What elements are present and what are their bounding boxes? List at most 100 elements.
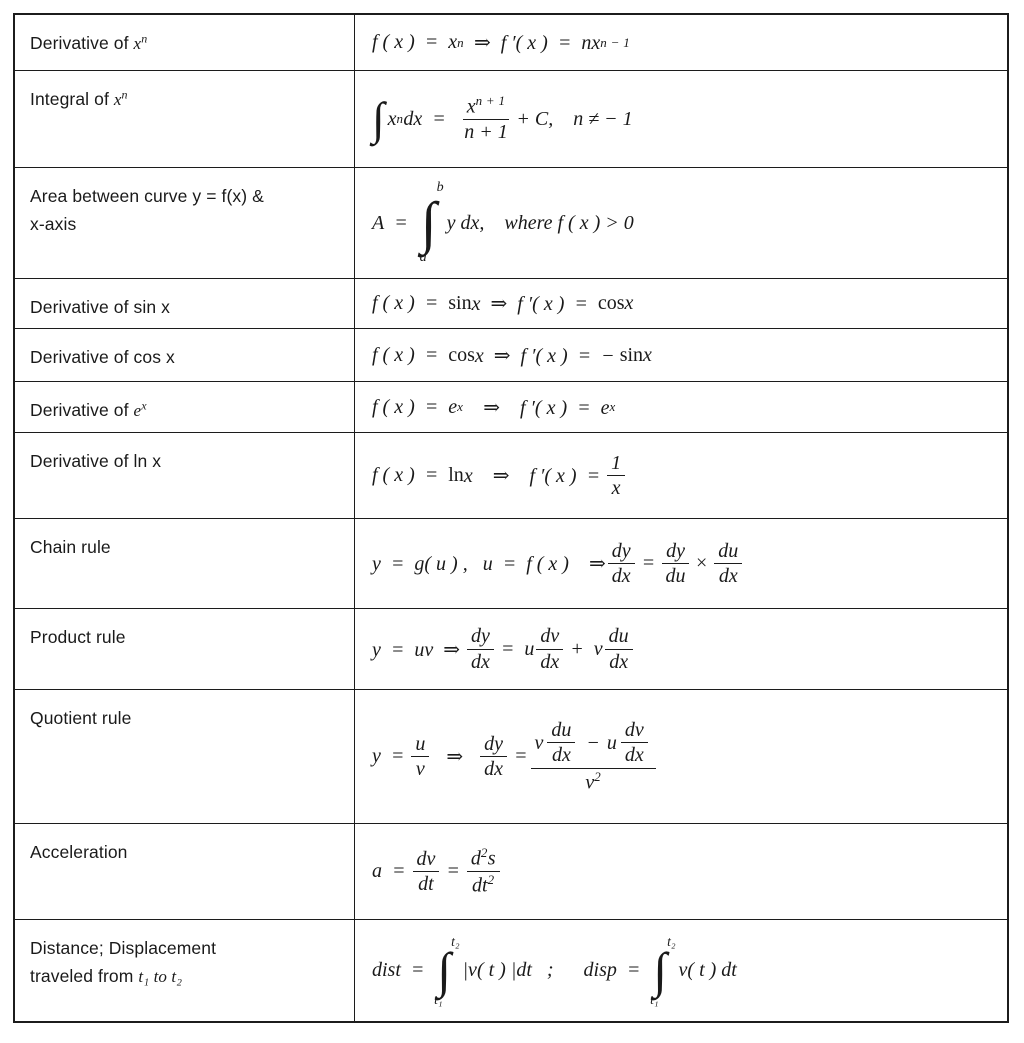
math-base: v	[585, 771, 595, 794]
label-line1: Area between curve y = f(x) &	[30, 186, 264, 206]
denominator: dt2	[472, 872, 494, 897]
label-derivative-ln: Derivative of ln x	[15, 433, 355, 519]
label-product-rule: Product rule	[15, 609, 355, 690]
math-to: to	[149, 967, 172, 986]
lower-bound: a	[419, 250, 427, 265]
numerator: du	[547, 719, 576, 744]
big-fraction: v du dx − u dv dx v2	[530, 719, 656, 794]
denominator: dx	[718, 565, 738, 587]
denominator: v	[415, 757, 425, 780]
formula-distance-displacement: dist = ∫ t₂ t₁ |v( t ) |dt ; disp = ∫ t₂ t₁ v(…	[355, 920, 1007, 1021]
label-text: Chain rule	[30, 537, 111, 557]
denominator: du	[665, 565, 686, 587]
math-base: x	[466, 95, 476, 118]
integral-icon: ∫	[420, 189, 437, 255]
fraction: dy du	[662, 540, 689, 588]
math-text: y dx, where f ( x ) > 0	[446, 211, 634, 234]
math-sup: n	[396, 111, 404, 126]
label-line2: x-axis	[30, 214, 77, 234]
formula-acceleration: a = dv dt = d2s dt2	[355, 824, 1007, 920]
denominator: dx	[540, 650, 560, 673]
numerator: du	[604, 625, 633, 650]
function-name: sin	[619, 343, 644, 366]
fraction: dv dx	[536, 625, 564, 673]
math-text: y = g( u ) , u = f ( x ) ⇒	[372, 553, 606, 575]
math-text: f ( x ) =	[372, 292, 449, 314]
fraction: d2s dt2	[466, 845, 500, 897]
integral-with-bounds: ∫ t₂ t₁	[434, 933, 459, 1009]
math-text: =	[446, 860, 460, 882]
numerator: dv	[412, 848, 440, 872]
label-text: Acceleration	[30, 842, 128, 862]
formula: f ( x ) = sin x ⇒ f ′( x ) = cos x	[372, 291, 633, 316]
upper-bound: b	[436, 180, 444, 195]
denominator: dx	[551, 744, 571, 767]
math-text: + C, n ≠ − 1	[516, 107, 633, 130]
denominator: n + 1	[464, 121, 508, 144]
label-math: xn	[114, 87, 128, 109]
numerator: u	[411, 733, 430, 757]
numerator: dv	[620, 719, 648, 744]
math-sup: x	[457, 399, 464, 414]
denominator: dx	[624, 744, 644, 767]
math-text: A =	[372, 211, 418, 234]
math-sup: n − 1	[600, 34, 630, 50]
lower-bound: t₁	[434, 992, 443, 1007]
math-text: |v( t ) |dt ;	[462, 959, 554, 981]
math-text: v( t ) dt	[678, 959, 737, 981]
formula-derivative-sin: f ( x ) = sin x ⇒ f ′( x ) = cos x	[355, 279, 1007, 329]
fraction: dy dx	[607, 540, 635, 588]
numerator: du	[714, 540, 743, 564]
math-t1: t₁	[138, 967, 150, 986]
formula-chain-rule: y = g( u ) , u = f ( x ) ⇒ dy dx = dy du × du dx	[355, 519, 1007, 609]
label-derivative-sin: Derivative of sin x	[15, 279, 355, 329]
math-text: ⇒ f ′( x ) = e	[463, 396, 610, 419]
fraction: dv dt	[412, 848, 440, 896]
math-base: s	[487, 847, 496, 870]
formula: a = dv dt = d2s dt2	[372, 845, 507, 897]
lower-bound: t₁	[650, 992, 659, 1007]
math-text: x ⇒ f ′( x ) = −	[474, 344, 620, 367]
math-sup: x	[609, 399, 616, 414]
integral-with-bounds: ∫ b a	[419, 179, 444, 267]
numerator: dy	[480, 733, 508, 757]
math-text: f ( x ) =	[372, 464, 449, 486]
integral-icon: ∫	[653, 942, 668, 998]
math-text: + v	[570, 637, 603, 660]
label-text: Derivative of	[30, 400, 134, 420]
math-text: f ( x ) =	[372, 343, 449, 366]
math-sup: 2	[594, 768, 602, 784]
formula: dist = ∫ t₂ t₁ |v( t ) |dt ; disp = ∫ t₂ t₁ v(…	[372, 933, 737, 1009]
label-area-under-curve: Area between curve y = f(x) & x-axis	[15, 168, 355, 279]
upper-bound: t₂	[667, 933, 676, 949]
math-text: = u	[500, 637, 535, 660]
label-integral-xn: Integral of xn	[15, 71, 355, 168]
denominator: dt	[418, 873, 434, 895]
integral-bounds: t₂ t₁	[650, 933, 676, 1009]
formula-area-under-curve: A = ∫ b a y dx, where f ( x ) > 0	[355, 168, 1007, 279]
label-text: Integral of	[30, 89, 114, 109]
math-base: e	[133, 401, 142, 420]
minus-operator: −	[586, 731, 600, 754]
denominator: dx	[611, 565, 631, 587]
denominator: v2	[585, 769, 601, 794]
label-math: ex	[133, 398, 147, 420]
fraction: dv dx	[620, 719, 648, 767]
math-base: d	[470, 847, 481, 870]
formula: y = uv ⇒ dy dx = u dv dx + v du dx	[372, 625, 640, 673]
label-derivative-xn: Derivative of xn	[15, 15, 355, 71]
label-text: Product rule	[30, 627, 126, 647]
formula: y = u v ⇒ dy dx = v du dx − u dv dx v2	[372, 719, 663, 794]
formula-derivative-cos: f ( x ) = cos x ⇒ f ′( x ) = − sin x	[355, 329, 1007, 382]
math-text: ⇒ f ′( x ) = nx	[463, 32, 601, 54]
math-base: x	[133, 34, 142, 53]
label-line1: Distance; Displacement	[30, 938, 217, 958]
function-name: cos	[448, 343, 475, 366]
fraction: du dx	[604, 625, 633, 673]
